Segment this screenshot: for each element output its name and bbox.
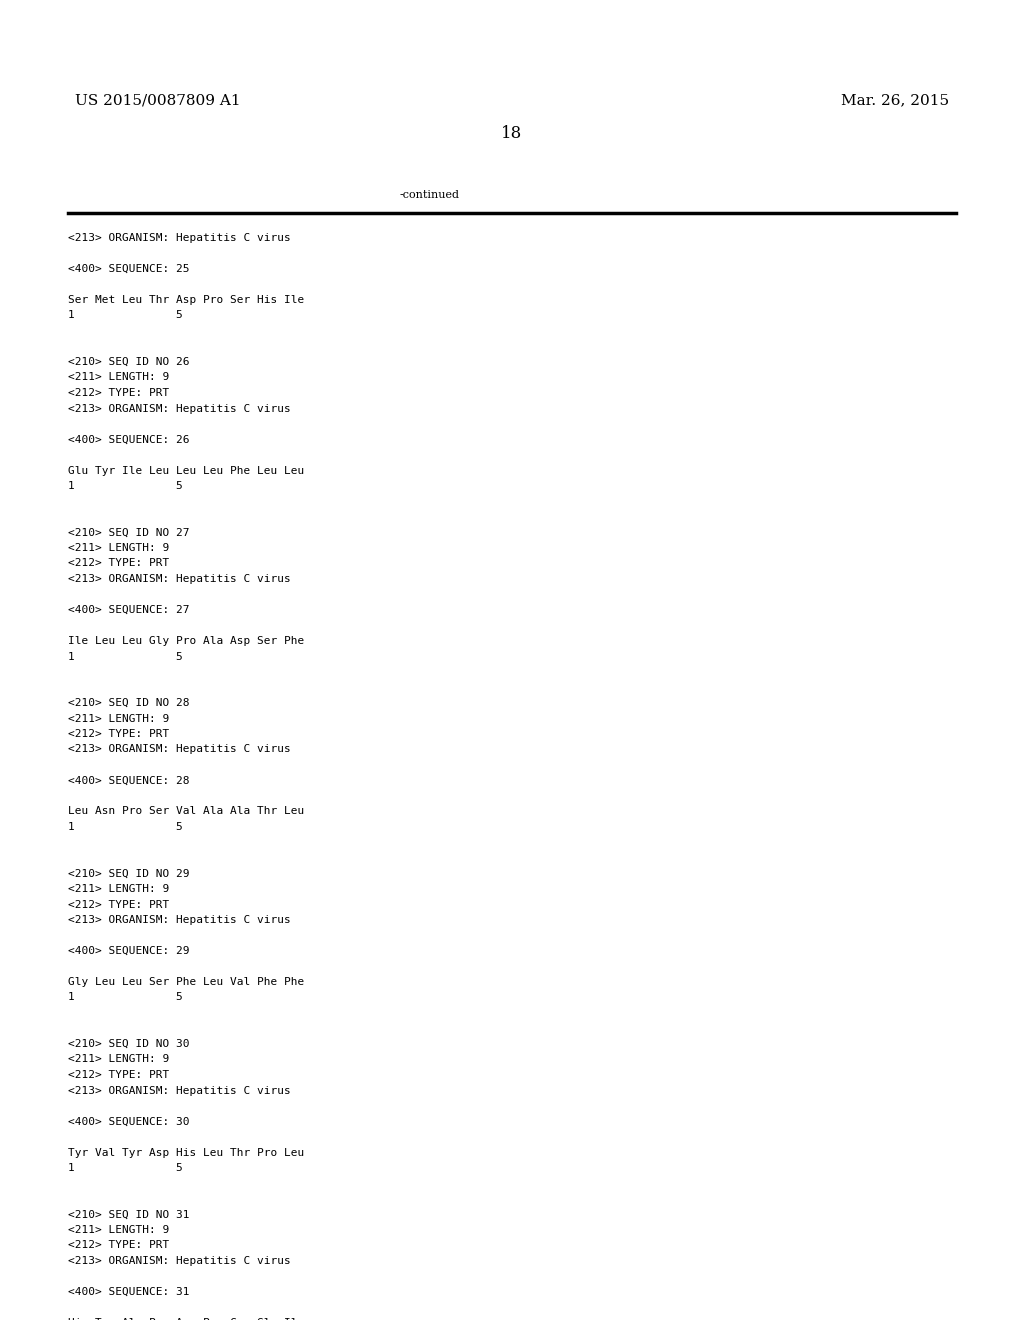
- Text: Ile Leu Leu Gly Pro Ala Asp Ser Phe: Ile Leu Leu Gly Pro Ala Asp Ser Phe: [68, 636, 304, 645]
- Text: 1               5: 1 5: [68, 480, 182, 491]
- Text: <210> SEQ ID NO 28: <210> SEQ ID NO 28: [68, 698, 189, 708]
- Text: Ser Met Leu Thr Asp Pro Ser His Ile: Ser Met Leu Thr Asp Pro Ser His Ile: [68, 294, 304, 305]
- Text: <210> SEQ ID NO 29: <210> SEQ ID NO 29: [68, 869, 189, 879]
- Text: <400> SEQUENCE: 30: <400> SEQUENCE: 30: [68, 1117, 189, 1126]
- Text: <211> LENGTH: 9: <211> LENGTH: 9: [68, 372, 169, 383]
- Text: <210> SEQ ID NO 27: <210> SEQ ID NO 27: [68, 528, 189, 537]
- Text: <212> TYPE: PRT: <212> TYPE: PRT: [68, 558, 169, 569]
- Text: Glu Tyr Ile Leu Leu Leu Phe Leu Leu: Glu Tyr Ile Leu Leu Leu Phe Leu Leu: [68, 466, 304, 475]
- Text: <211> LENGTH: 9: <211> LENGTH: 9: [68, 714, 169, 723]
- Text: <210> SEQ ID NO 30: <210> SEQ ID NO 30: [68, 1039, 189, 1049]
- Text: <213> ORGANISM: Hepatitis C virus: <213> ORGANISM: Hepatitis C virus: [68, 915, 291, 925]
- Text: <211> LENGTH: 9: <211> LENGTH: 9: [68, 884, 169, 894]
- Text: 1               5: 1 5: [68, 652, 182, 661]
- Text: <400> SEQUENCE: 31: <400> SEQUENCE: 31: [68, 1287, 189, 1298]
- Text: <210> SEQ ID NO 26: <210> SEQ ID NO 26: [68, 356, 189, 367]
- Text: Leu Asn Pro Ser Val Ala Ala Thr Leu: Leu Asn Pro Ser Val Ala Ala Thr Leu: [68, 807, 304, 817]
- Text: <212> TYPE: PRT: <212> TYPE: PRT: [68, 1241, 169, 1250]
- Text: His Tyr Ala Pro Arg Pro Cys Gly Ile: His Tyr Ala Pro Arg Pro Cys Gly Ile: [68, 1317, 304, 1320]
- Text: <210> SEQ ID NO 31: <210> SEQ ID NO 31: [68, 1209, 189, 1220]
- Text: <213> ORGANISM: Hepatitis C virus: <213> ORGANISM: Hepatitis C virus: [68, 744, 291, 755]
- Text: <211> LENGTH: 9: <211> LENGTH: 9: [68, 543, 169, 553]
- Text: <400> SEQUENCE: 29: <400> SEQUENCE: 29: [68, 946, 189, 956]
- Text: 1               5: 1 5: [68, 310, 182, 321]
- Text: <211> LENGTH: 9: <211> LENGTH: 9: [68, 1225, 169, 1236]
- Text: <213> ORGANISM: Hepatitis C virus: <213> ORGANISM: Hepatitis C virus: [68, 1257, 291, 1266]
- Text: Gly Leu Leu Ser Phe Leu Val Phe Phe: Gly Leu Leu Ser Phe Leu Val Phe Phe: [68, 977, 304, 987]
- Text: <211> LENGTH: 9: <211> LENGTH: 9: [68, 1055, 169, 1064]
- Text: 18: 18: [502, 124, 522, 141]
- Text: <212> TYPE: PRT: <212> TYPE: PRT: [68, 729, 169, 739]
- Text: <400> SEQUENCE: 27: <400> SEQUENCE: 27: [68, 605, 189, 615]
- Text: US 2015/0087809 A1: US 2015/0087809 A1: [75, 92, 241, 107]
- Text: <212> TYPE: PRT: <212> TYPE: PRT: [68, 1071, 169, 1080]
- Text: <400> SEQUENCE: 26: <400> SEQUENCE: 26: [68, 434, 189, 445]
- Text: <213> ORGANISM: Hepatitis C virus: <213> ORGANISM: Hepatitis C virus: [68, 234, 291, 243]
- Text: <213> ORGANISM: Hepatitis C virus: <213> ORGANISM: Hepatitis C virus: [68, 1085, 291, 1096]
- Text: 1               5: 1 5: [68, 822, 182, 832]
- Text: -continued: -continued: [400, 190, 460, 201]
- Text: Tyr Val Tyr Asp His Leu Thr Pro Leu: Tyr Val Tyr Asp His Leu Thr Pro Leu: [68, 1147, 304, 1158]
- Text: <400> SEQUENCE: 28: <400> SEQUENCE: 28: [68, 776, 189, 785]
- Text: <213> ORGANISM: Hepatitis C virus: <213> ORGANISM: Hepatitis C virus: [68, 574, 291, 583]
- Text: <212> TYPE: PRT: <212> TYPE: PRT: [68, 899, 169, 909]
- Text: Mar. 26, 2015: Mar. 26, 2015: [841, 92, 949, 107]
- Text: 1               5: 1 5: [68, 993, 182, 1002]
- Text: 1               5: 1 5: [68, 1163, 182, 1173]
- Text: <212> TYPE: PRT: <212> TYPE: PRT: [68, 388, 169, 399]
- Text: <213> ORGANISM: Hepatitis C virus: <213> ORGANISM: Hepatitis C virus: [68, 404, 291, 413]
- Text: <400> SEQUENCE: 25: <400> SEQUENCE: 25: [68, 264, 189, 275]
